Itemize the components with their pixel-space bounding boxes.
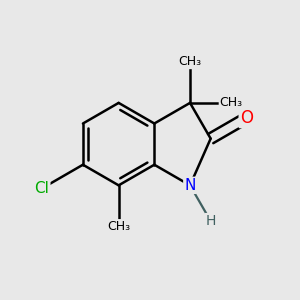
Text: O: O — [240, 109, 253, 127]
Text: CH₃: CH₃ — [220, 96, 243, 110]
Text: CH₃: CH₃ — [178, 55, 202, 68]
Text: N: N — [184, 178, 196, 193]
Text: Cl: Cl — [34, 181, 49, 196]
Text: H: H — [206, 214, 216, 228]
Text: CH₃: CH₃ — [107, 220, 130, 233]
